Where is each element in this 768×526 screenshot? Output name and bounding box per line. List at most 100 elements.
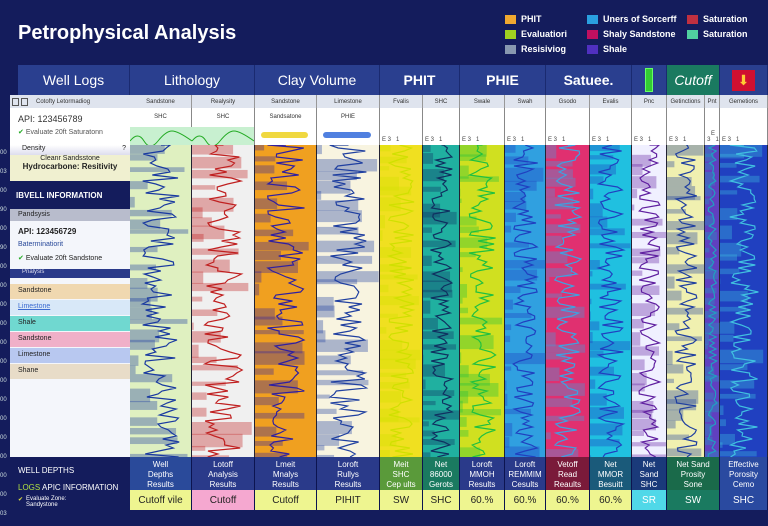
- lithology-band: [460, 284, 468, 298]
- lithology-band: [255, 412, 305, 419]
- lithology-band: [546, 277, 550, 282]
- log-track[interactable]: [546, 144, 590, 458]
- track-header[interactable]: ⬇: [720, 65, 768, 95]
- result-value[interactable]: 60.%: [505, 490, 546, 510]
- lithology-item[interactable]: Shale: [10, 316, 130, 331]
- result-value[interactable]: Cutoff: [192, 490, 255, 510]
- legend-item: Evaluatiori: [505, 29, 587, 39]
- help-icon: ?: [122, 145, 126, 152]
- lithology-band: [460, 365, 469, 378]
- result-value[interactable]: 60.%: [460, 490, 505, 510]
- lithology-band: [632, 319, 644, 329]
- log-track[interactable]: [705, 144, 720, 465]
- result-header[interactable]: Well Depths Results: [130, 457, 192, 490]
- result-header[interactable]: Loroft MMOH Results: [460, 457, 505, 490]
- track-header[interactable]: Clay Volume: [255, 65, 380, 95]
- track-header[interactable]: Satuee.: [546, 65, 632, 95]
- lithology-band: [423, 452, 431, 462]
- result-header[interactable]: Net 86000 Gerots: [423, 457, 460, 490]
- result-header[interactable]: Net Sand Prosity Sone: [667, 457, 720, 490]
- result-value[interactable]: Cutoff: [255, 490, 317, 510]
- density-dropdown[interactable]: Density?: [10, 145, 130, 155]
- lithology-band: [460, 430, 469, 437]
- track-header[interactable]: Cutoff: [667, 65, 720, 95]
- lithology-band: [192, 145, 234, 155]
- log-track[interactable]: [130, 144, 192, 468]
- result-value[interactable]: SW: [380, 490, 423, 510]
- track-header[interactable]: [632, 65, 667, 95]
- lithology-item[interactable]: Sandstone: [10, 284, 130, 299]
- lithology-band: [546, 251, 568, 264]
- lithology-band: [546, 332, 556, 347]
- sub-header[interactable]: Gemetions: [720, 95, 768, 108]
- sub-header[interactable]: Evalis: [590, 95, 632, 108]
- log-track[interactable]: [255, 144, 317, 458]
- result-header[interactable]: Lotoff Analysis Results: [192, 457, 255, 490]
- sub-header[interactable]: SHC: [423, 95, 460, 108]
- track-scale: E 3 1: [546, 108, 590, 145]
- lithology-band: [130, 278, 148, 289]
- track-header[interactable]: Well Logs: [18, 65, 130, 95]
- log-track[interactable]: [632, 144, 667, 467]
- sub-header[interactable]: Sandstone: [130, 95, 192, 108]
- log-track[interactable]: [720, 144, 768, 458]
- track-header[interactable]: PHIT: [380, 65, 460, 95]
- depth-label: 03: [0, 511, 7, 517]
- sub-header[interactable]: Swale: [460, 95, 505, 108]
- lithology-band: [505, 180, 537, 191]
- result-header[interactable]: Loroft Rullys Results: [317, 457, 380, 490]
- lithology-band: [505, 423, 513, 437]
- slider[interactable]: [261, 132, 308, 138]
- result-header[interactable]: Meit SHC Cep ults: [380, 457, 423, 490]
- result-header[interactable]: Effective Porosity Cemo: [720, 457, 768, 490]
- sub-header[interactable]: Fvalis: [380, 95, 423, 108]
- lithology-band: [667, 390, 699, 404]
- sub-header[interactable]: Realysity: [192, 95, 255, 108]
- sub-header[interactable]: Limestone: [317, 95, 380, 108]
- result-value[interactable]: 60.%: [590, 490, 632, 510]
- sub-header[interactable]: Pnc: [632, 95, 667, 108]
- log-track[interactable]: [380, 144, 423, 459]
- result-value[interactable]: SR: [632, 490, 667, 510]
- log-track[interactable]: [667, 144, 705, 458]
- log-track[interactable]: [317, 144, 380, 463]
- result-header[interactable]: Loroft REMMIM Cesults: [505, 457, 546, 490]
- checkbox[interactable]: [12, 97, 19, 106]
- result-value[interactable]: 60.%: [546, 490, 590, 510]
- log-track[interactable]: [590, 144, 632, 468]
- result-header[interactable]: Lmeit Mnalys Results: [255, 457, 317, 490]
- log-track[interactable]: [423, 144, 460, 462]
- lithology-band: [590, 331, 593, 344]
- sub-header[interactable]: Sandstone: [255, 95, 317, 108]
- track-header[interactable]: PHIE: [460, 65, 546, 95]
- checkbox[interactable]: [21, 97, 28, 106]
- slider[interactable]: [323, 132, 371, 138]
- lithology-band: [505, 225, 512, 233]
- lithology-band: [590, 321, 600, 331]
- sub-header[interactable]: Getinctions: [667, 95, 705, 108]
- log-track[interactable]: [192, 144, 255, 467]
- sub-header[interactable]: Swah: [505, 95, 546, 108]
- lithology-item[interactable]: Sandstone: [10, 332, 130, 347]
- sub-header[interactable]: Pnt: [705, 95, 720, 108]
- lithology-item[interactable]: Limestone: [10, 300, 130, 315]
- lithology-band: [632, 346, 660, 356]
- result-value[interactable]: SW: [667, 490, 720, 510]
- log-track[interactable]: [460, 144, 505, 459]
- result-value[interactable]: Cutoff vile: [130, 490, 192, 510]
- lithology-band: [505, 145, 516, 153]
- lithology-item[interactable]: Limestone: [10, 348, 130, 363]
- result-value[interactable]: SHC: [423, 490, 460, 510]
- result-value[interactable]: SHC: [720, 490, 768, 510]
- track-header[interactable]: Lithology: [130, 65, 255, 95]
- result-value[interactable]: PIHIT: [317, 490, 380, 510]
- lithology-item[interactable]: Shane: [10, 364, 130, 379]
- result-header[interactable]: Net MMOR Besuitt: [590, 457, 632, 490]
- log-track[interactable]: [505, 144, 546, 458]
- sub-header[interactable]: Gsodo: [546, 95, 590, 108]
- result-header[interactable]: Net Sand SHC: [632, 457, 667, 490]
- track-scale: E 3 1: [590, 108, 632, 145]
- lithology-band: [505, 335, 511, 343]
- lithology-band: [423, 227, 432, 233]
- result-header[interactable]: Vetoff Read Reaults: [546, 457, 590, 490]
